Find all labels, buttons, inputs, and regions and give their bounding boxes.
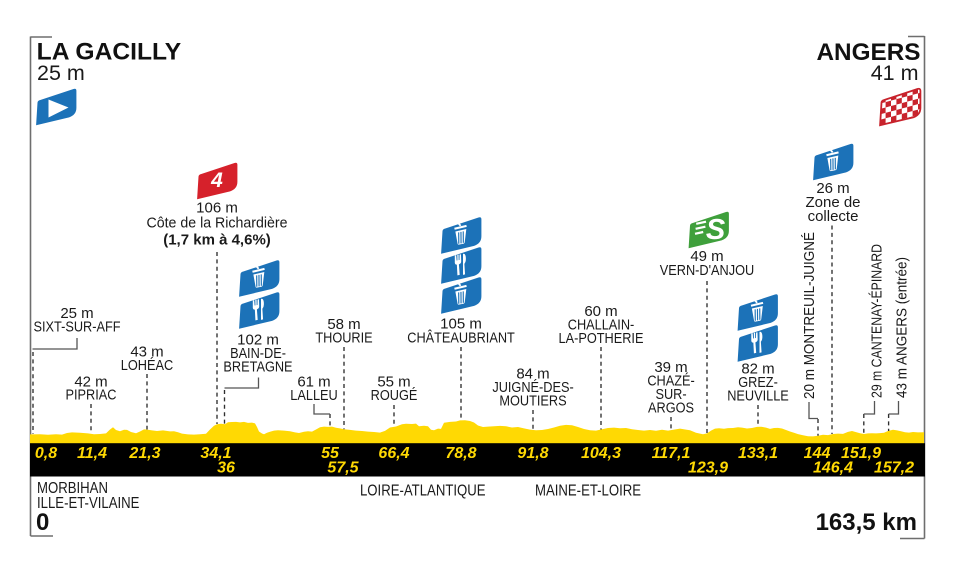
svg-text:117,1: 117,1	[652, 445, 691, 462]
svg-text:104,3: 104,3	[581, 445, 621, 462]
svg-text:LA GACILLY: LA GACILLY	[37, 38, 182, 65]
svg-text:JUIGNÉ-DES-: JUIGNÉ-DES-	[492, 378, 574, 395]
svg-text:(1,7 km à 4,6%): (1,7 km à 4,6%)	[163, 232, 271, 249]
svg-text:CHÂTEAUBRIANT: CHÂTEAUBRIANT	[407, 328, 515, 345]
svg-text:106 m: 106 m	[196, 200, 238, 217]
svg-text:BAIN-DE-: BAIN-DE-	[230, 344, 286, 361]
svg-text:60 m: 60 m	[584, 303, 617, 320]
svg-text:25 m: 25 m	[37, 61, 85, 85]
svg-text:MORBIHAN: MORBIHAN	[37, 480, 108, 497]
svg-text:55: 55	[321, 445, 340, 462]
svg-text:151,9: 151,9	[841, 445, 881, 462]
svg-text:GREZ-: GREZ-	[738, 373, 778, 390]
svg-text:29 m CANTENAY-ÉPINARD: 29 m CANTENAY-ÉPINARD	[869, 244, 886, 398]
svg-text:163,5 km: 163,5 km	[816, 509, 917, 536]
svg-text:84 m: 84 m	[516, 366, 549, 383]
svg-text:41 m: 41 m	[871, 61, 919, 85]
svg-text:LALLEU: LALLEU	[290, 386, 337, 403]
svg-text:ILLE-ET-VILAINE: ILLE-ET-VILAINE	[37, 495, 139, 512]
svg-text:BRETAGNE: BRETAGNE	[223, 357, 292, 374]
svg-text:THOURIE: THOURIE	[315, 328, 372, 345]
svg-text:36: 36	[217, 460, 235, 477]
svg-text:20 m MONTREUIL-JUIGNÉ: 20 m MONTREUIL-JUIGNÉ	[801, 232, 818, 399]
svg-text:133,1: 133,1	[738, 445, 778, 462]
svg-text:57,5: 57,5	[327, 460, 359, 477]
svg-text:ARGOS: ARGOS	[648, 398, 694, 415]
svg-text:26 m: 26 m	[816, 180, 849, 197]
svg-text:LA-POTHERIE: LA-POTHERIE	[559, 329, 644, 346]
svg-text:ROUGÉ: ROUGÉ	[371, 386, 418, 403]
svg-text:4: 4	[210, 169, 223, 192]
svg-text:58 m: 58 m	[327, 316, 360, 333]
svg-text:Côte de la Richardière: Côte de la Richardière	[147, 215, 288, 232]
svg-text:123,9: 123,9	[688, 460, 728, 477]
svg-text:34,1: 34,1	[200, 445, 231, 462]
svg-text:MOUTIERS: MOUTIERS	[499, 391, 566, 408]
svg-text:ANGERS: ANGERS	[817, 39, 921, 66]
svg-text:SIXT-SUR-AFF: SIXT-SUR-AFF	[33, 317, 120, 334]
svg-text:102 m: 102 m	[237, 332, 279, 349]
svg-text:0,8: 0,8	[35, 445, 57, 462]
svg-text:Zone de: Zone de	[805, 194, 860, 211]
svg-text:82 m: 82 m	[741, 361, 774, 378]
svg-text:PIPRIAC: PIPRIAC	[66, 385, 117, 402]
svg-text:61 m: 61 m	[297, 374, 330, 391]
svg-text:LOIRE-ATLANTIQUE: LOIRE-ATLANTIQUE	[360, 483, 486, 500]
svg-text:55 m: 55 m	[377, 374, 410, 391]
svg-text:collecte: collecte	[808, 208, 859, 225]
svg-text:S: S	[706, 214, 726, 246]
svg-text:43 m ANGERS (entrée): 43 m ANGERS (entrée)	[894, 257, 911, 398]
svg-text:NEUVILLE: NEUVILLE	[727, 386, 789, 403]
svg-text:43 m: 43 m	[130, 344, 163, 361]
svg-text:78,8: 78,8	[445, 445, 476, 462]
svg-text:CHALLAIN-: CHALLAIN-	[568, 315, 635, 332]
svg-text:MAINE-ET-LOIRE: MAINE-ET-LOIRE	[535, 483, 641, 500]
svg-text:0: 0	[36, 509, 49, 536]
svg-text:SUR-: SUR-	[655, 385, 686, 402]
svg-text:39 m: 39 m	[654, 359, 687, 376]
svg-text:CHAZÉ-: CHAZÉ-	[647, 371, 695, 388]
svg-text:66,4: 66,4	[378, 445, 409, 462]
svg-text:VERN-D'ANJOU: VERN-D'ANJOU	[660, 261, 754, 278]
svg-text:105 m: 105 m	[440, 316, 482, 333]
svg-text:144: 144	[804, 445, 831, 462]
svg-text:91,8: 91,8	[517, 445, 548, 462]
svg-text:157,2: 157,2	[874, 460, 914, 477]
svg-text:49 m: 49 m	[690, 248, 723, 265]
svg-text:146,4: 146,4	[813, 460, 853, 477]
svg-text:25 m: 25 m	[60, 305, 93, 322]
svg-text:21,3: 21,3	[128, 445, 160, 462]
svg-text:LOHÉAC: LOHÉAC	[121, 356, 173, 373]
svg-text:11,4: 11,4	[77, 445, 107, 462]
svg-text:42 m: 42 m	[74, 374, 107, 391]
